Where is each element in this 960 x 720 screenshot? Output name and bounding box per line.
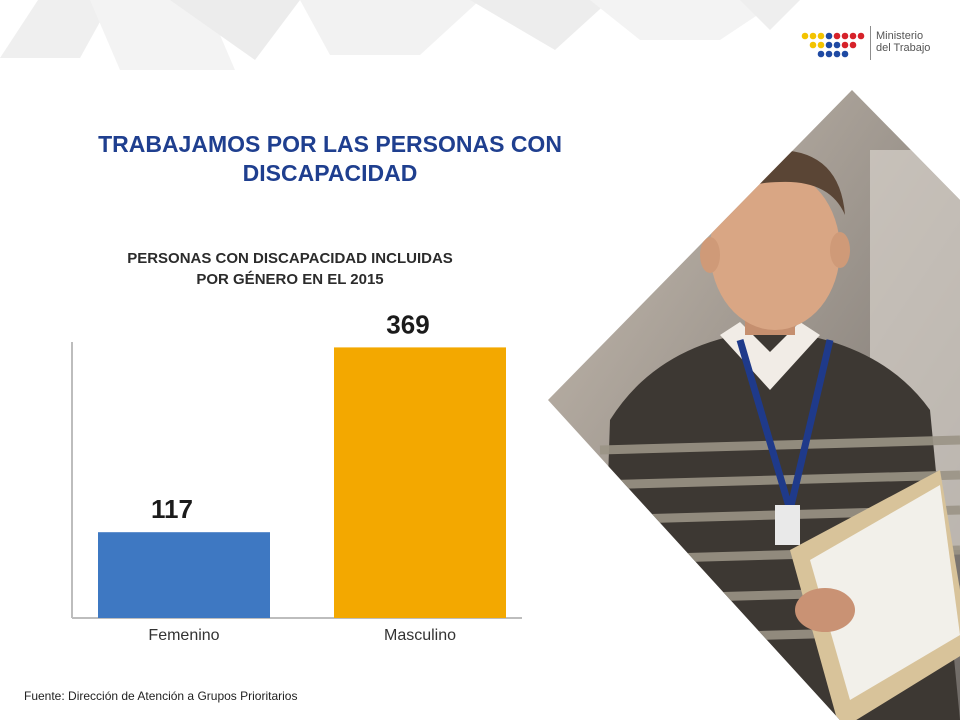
data-label-masculino: 369 xyxy=(386,309,429,339)
deco-shape-6 xyxy=(590,0,780,40)
slide-title-line-1: TRABAJAMOS POR LAS PERSONAS CON xyxy=(98,131,562,157)
deco-shape-1 xyxy=(0,0,112,58)
bar-masculino xyxy=(334,347,506,618)
deco-shape-3 xyxy=(170,0,300,60)
ministerio-logo: Ministerio del Trabajo xyxy=(800,24,960,64)
chart-title-line-1: PERSONAS CON DISCAPACIDAD INCLUIDAS xyxy=(127,250,453,267)
bar-chart: 117 Femenino 369 Masculino xyxy=(71,309,522,644)
x-tick-label-masculino: Masculino xyxy=(384,627,456,644)
header-decoration xyxy=(0,0,800,70)
x-tick-label-femenino: Femenino xyxy=(148,627,219,644)
deco-shape-7 xyxy=(740,0,800,30)
logo-separator xyxy=(870,26,871,60)
logo-text: Ministerio del Trabajo xyxy=(876,30,930,54)
bar-femenino xyxy=(98,532,270,618)
logo-line-1: Ministerio xyxy=(876,30,924,42)
logo-dots-icon xyxy=(801,32,865,58)
logo-line-2: del Trabajo xyxy=(876,42,931,54)
deco-shape-4 xyxy=(300,0,480,55)
chart-title: PERSONAS CON DISCAPACIDAD INCLUIDAS POR … xyxy=(60,248,520,290)
chart-title-line-2: POR GÉNERO EN EL 2015 xyxy=(196,271,384,288)
deco-shape-5 xyxy=(470,0,610,50)
data-label-femenino: 117 xyxy=(151,494,193,524)
slide-title-line-2: DISCAPACIDAD xyxy=(242,160,418,186)
person-reading-folder-photo xyxy=(548,90,960,720)
slide-title: TRABAJAMOS POR LAS PERSONAS CON DISCAPAC… xyxy=(40,130,620,188)
source-note: Fuente: Dirección de Atención a Grupos P… xyxy=(24,689,298,703)
